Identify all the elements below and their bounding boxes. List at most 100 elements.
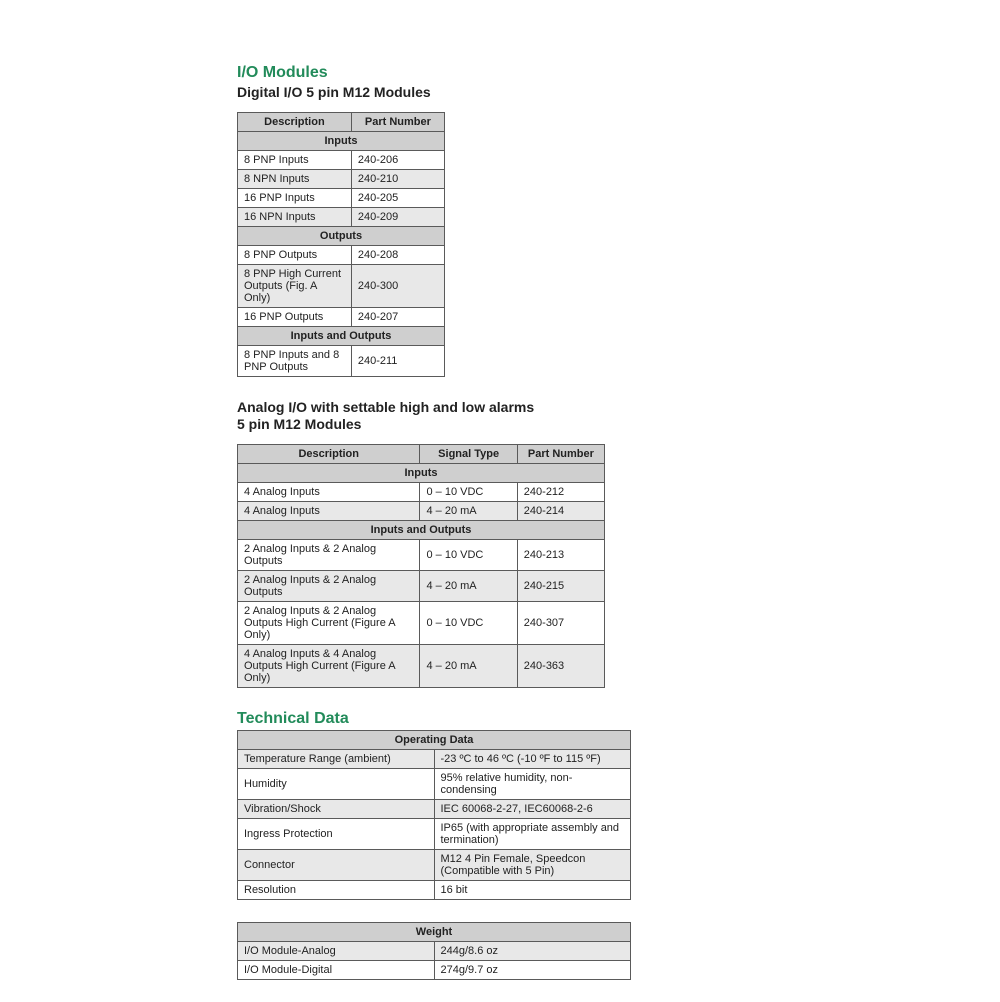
table-body: Inputs4 Analog Inputs0 – 10 VDC240-2124 … bbox=[238, 463, 605, 687]
table-row: Resolution16 bit bbox=[238, 880, 631, 899]
table-row: 4 Analog Inputs & 4 Analog Outputs High … bbox=[238, 644, 605, 687]
cell: I/O Module-Analog bbox=[238, 941, 435, 960]
heading-io-modules: I/O Modules bbox=[237, 64, 797, 82]
cell: 4 Analog Inputs bbox=[238, 482, 420, 501]
table-row: Ingress ProtectionIP65 (with appropriate… bbox=[238, 818, 631, 849]
cell: 240-300 bbox=[351, 264, 444, 307]
table-body: I/O Module-Analog244g/8.6 ozI/O Module-D… bbox=[238, 941, 631, 979]
table-header-row: Weight bbox=[238, 922, 631, 941]
cell: 244g/8.6 oz bbox=[434, 941, 631, 960]
cell: 240-213 bbox=[517, 539, 604, 570]
cell: 8 PNP Inputs and 8 PNP Outputs bbox=[238, 345, 352, 376]
table-row: 4 Analog Inputs4 – 20 mA240-214 bbox=[238, 501, 605, 520]
section-row: Inputs and Outputs bbox=[238, 520, 605, 539]
cell: 0 – 10 VDC bbox=[420, 482, 517, 501]
table-weight: Weight I/O Module-Analog244g/8.6 ozI/O M… bbox=[237, 922, 631, 980]
cell: I/O Module-Digital bbox=[238, 960, 435, 979]
cell: -23 ºC to 46 ºC (-10 ºF to 115 ºF) bbox=[434, 749, 631, 768]
table-analog-io: Description Signal Type Part Number Inpu… bbox=[237, 444, 605, 688]
cell: 2 Analog Inputs & 2 Analog Outputs bbox=[238, 539, 420, 570]
table-header-row: Description Part Number bbox=[238, 112, 445, 131]
table-header-row: Operating Data bbox=[238, 730, 631, 749]
section-row: Inputs and Outputs bbox=[238, 326, 445, 345]
cell: 240-205 bbox=[351, 188, 444, 207]
table-row: Temperature Range (ambient)-23 ºC to 46 … bbox=[238, 749, 631, 768]
cell: Vibration/Shock bbox=[238, 799, 435, 818]
section-row: Inputs bbox=[238, 463, 605, 482]
table-row: I/O Module-Analog244g/8.6 oz bbox=[238, 941, 631, 960]
cell: 240-214 bbox=[517, 501, 604, 520]
table-row: 2 Analog Inputs & 2 Analog Outputs High … bbox=[238, 601, 605, 644]
heading-technical-data: Technical Data bbox=[237, 710, 797, 728]
table-row: 8 PNP Outputs240-208 bbox=[238, 245, 445, 264]
table-row: 2 Analog Inputs & 2 Analog Outputs4 – 20… bbox=[238, 570, 605, 601]
section-row: Outputs bbox=[238, 226, 445, 245]
subheading-analog: Analog I/O with settable high and low al… bbox=[237, 399, 797, 434]
cell: 8 PNP Outputs bbox=[238, 245, 352, 264]
section-title: Operating Data bbox=[238, 730, 631, 749]
table-row: 4 Analog Inputs0 – 10 VDC240-212 bbox=[238, 482, 605, 501]
cell: 274g/9.7 oz bbox=[434, 960, 631, 979]
table-row: 8 NPN Inputs240-210 bbox=[238, 169, 445, 188]
cell: Ingress Protection bbox=[238, 818, 435, 849]
section-title: Inputs and Outputs bbox=[238, 326, 445, 345]
cell: 240-210 bbox=[351, 169, 444, 188]
cell: 8 PNP Inputs bbox=[238, 150, 352, 169]
cell: Resolution bbox=[238, 880, 435, 899]
cell: 240-215 bbox=[517, 570, 604, 601]
cell: 0 – 10 VDC bbox=[420, 539, 517, 570]
cell: 4 – 20 mA bbox=[420, 644, 517, 687]
cell: M12 4 Pin Female, Speedcon (Compatible w… bbox=[434, 849, 631, 880]
cell: 16 bit bbox=[434, 880, 631, 899]
col-signal-type: Signal Type bbox=[420, 444, 517, 463]
table-body: Temperature Range (ambient)-23 ºC to 46 … bbox=[238, 749, 631, 899]
section-title: Inputs and Outputs bbox=[238, 520, 605, 539]
cell: 240-211 bbox=[351, 345, 444, 376]
cell: Connector bbox=[238, 849, 435, 880]
col-description: Description bbox=[238, 444, 420, 463]
subheading-digital: Digital I/O 5 pin M12 Modules bbox=[237, 84, 797, 102]
table-row: 8 PNP High Current Outputs (Fig. A Only)… bbox=[238, 264, 445, 307]
table-header-row: Description Signal Type Part Number bbox=[238, 444, 605, 463]
cell: 240-307 bbox=[517, 601, 604, 644]
table-row: 8 PNP Inputs and 8 PNP Outputs240-211 bbox=[238, 345, 445, 376]
cell: 8 NPN Inputs bbox=[238, 169, 352, 188]
table-row: Vibration/ShockIEC 60068-2-27, IEC60068-… bbox=[238, 799, 631, 818]
cell: 4 – 20 mA bbox=[420, 501, 517, 520]
table-row: I/O Module-Digital274g/9.7 oz bbox=[238, 960, 631, 979]
cell: 4 – 20 mA bbox=[420, 570, 517, 601]
section-title: Inputs bbox=[238, 131, 445, 150]
cell: 4 Analog Inputs & 4 Analog Outputs High … bbox=[238, 644, 420, 687]
table-operating-data: Operating Data Temperature Range (ambien… bbox=[237, 730, 631, 900]
cell: 4 Analog Inputs bbox=[238, 501, 420, 520]
table-body: Inputs8 PNP Inputs240-2068 NPN Inputs240… bbox=[238, 131, 445, 376]
table-row: Humidity95% relative humidity, non-conde… bbox=[238, 768, 631, 799]
cell: 240-209 bbox=[351, 207, 444, 226]
section-row: Inputs bbox=[238, 131, 445, 150]
analog-line2: 5 pin M12 Modules bbox=[237, 416, 361, 432]
col-part-number: Part Number bbox=[517, 444, 604, 463]
table-row: ConnectorM12 4 Pin Female, Speedcon (Com… bbox=[238, 849, 631, 880]
table-row: 8 PNP Inputs240-206 bbox=[238, 150, 445, 169]
cell: 8 PNP High Current Outputs (Fig. A Only) bbox=[238, 264, 352, 307]
table-row: 16 PNP Outputs240-207 bbox=[238, 307, 445, 326]
cell: IP65 (with appropriate assembly and term… bbox=[434, 818, 631, 849]
cell: 2 Analog Inputs & 2 Analog Outputs bbox=[238, 570, 420, 601]
col-description: Description bbox=[238, 112, 352, 131]
cell: 16 PNP Outputs bbox=[238, 307, 352, 326]
cell: 240-207 bbox=[351, 307, 444, 326]
analog-line1: Analog I/O with settable high and low al… bbox=[237, 399, 534, 415]
cell: 0 – 10 VDC bbox=[420, 601, 517, 644]
page-content: I/O Modules Digital I/O 5 pin M12 Module… bbox=[237, 64, 797, 1002]
cell: 95% relative humidity, non-condensing bbox=[434, 768, 631, 799]
table-row: 2 Analog Inputs & 2 Analog Outputs0 – 10… bbox=[238, 539, 605, 570]
cell: 2 Analog Inputs & 2 Analog Outputs High … bbox=[238, 601, 420, 644]
section-title: Weight bbox=[238, 922, 631, 941]
cell: 240-206 bbox=[351, 150, 444, 169]
table-digital-io: Description Part Number Inputs8 PNP Inpu… bbox=[237, 112, 445, 377]
cell: 16 NPN Inputs bbox=[238, 207, 352, 226]
cell: 16 PNP Inputs bbox=[238, 188, 352, 207]
col-part-number: Part Number bbox=[351, 112, 444, 131]
cell: Temperature Range (ambient) bbox=[238, 749, 435, 768]
cell: IEC 60068-2-27, IEC60068-2-6 bbox=[434, 799, 631, 818]
